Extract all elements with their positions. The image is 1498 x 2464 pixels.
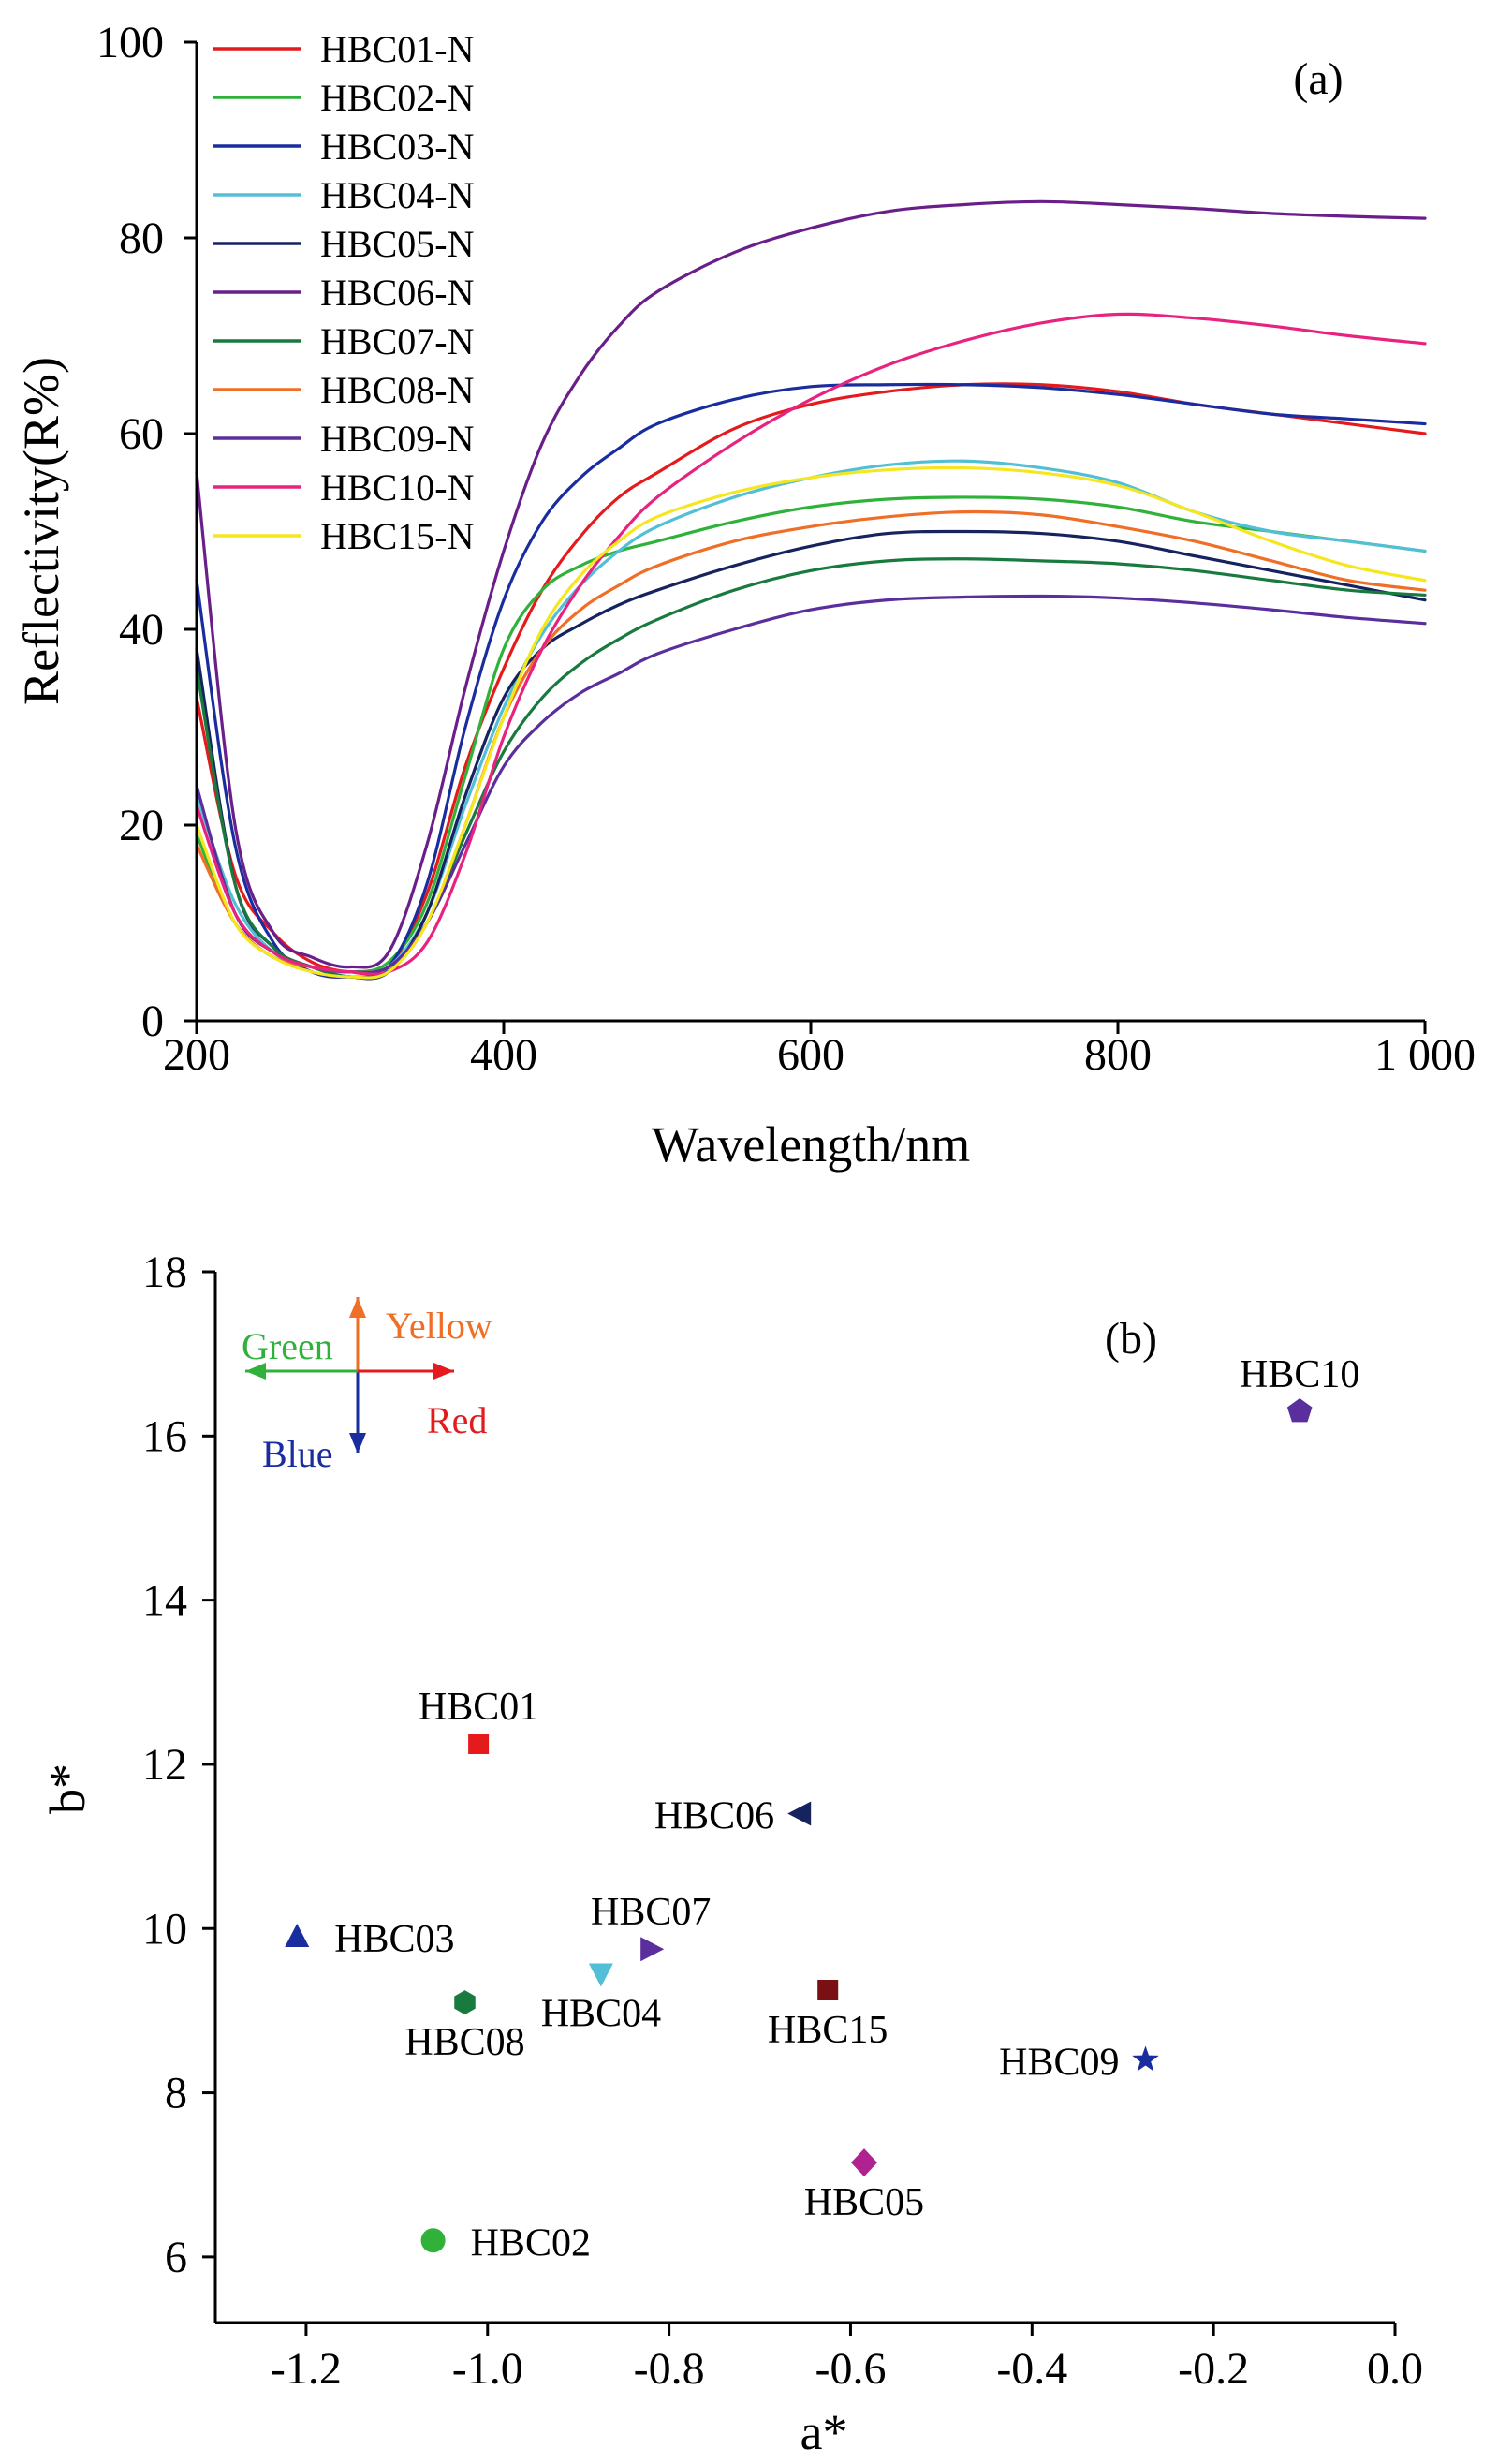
- legend-label-hbc03-n: HBC03-N: [320, 125, 474, 168]
- legend-label-hbc15-n: HBC15-N: [320, 515, 474, 557]
- point-label-hbc02: HBC02: [471, 2221, 591, 2265]
- series-line-hbc02-n: [195, 495, 1427, 974]
- chart-a-y-tick-label: 40: [119, 605, 164, 655]
- legend-label-hbc05-n: HBC05-N: [320, 223, 474, 265]
- chart-a-y-ticks: 0 20 40 60 80 100: [96, 18, 197, 1046]
- legend-label-hbc01-n: HBC01-N: [320, 28, 474, 70]
- series-line-hbc10-n: [195, 312, 1427, 976]
- legend-label-hbc06-n: HBC06-N: [320, 272, 474, 314]
- chart-a-y-axis-title: Reflectivity(R%): [13, 357, 69, 705]
- point-marker-hbc06: [787, 1801, 812, 1826]
- legend-label-hbc02-n: HBC02-N: [320, 77, 474, 119]
- chart-b-y-tick-label: 10: [142, 1904, 187, 1954]
- legend-label-hbc10-n: HBC10-N: [320, 466, 474, 509]
- series-line-hbc07-n: [195, 557, 1427, 980]
- point-marker-hbc15: [817, 1980, 839, 2000]
- chart-b-x-tick-label: -0.4: [996, 2344, 1067, 2394]
- chart-a-x-tick-label: 400: [470, 1030, 537, 1080]
- point-label-hbc01: HBC01: [419, 1686, 538, 1729]
- point-label-hbc05: HBC05: [804, 2181, 924, 2224]
- chart-b-y-ticks: 6 8 10 12 14 16 18: [142, 1247, 215, 2282]
- chart-a-y-tick-label: 80: [119, 214, 164, 263]
- arrow-yellow-icon: [349, 1297, 366, 1371]
- point-marker-hbc10: [1286, 1398, 1313, 1423]
- series-line-hbc09-n: [195, 594, 1427, 975]
- chart-b-frame: [213, 1272, 1395, 2324]
- chart-a-series: [195, 199, 1427, 981]
- point-label-hbc06: HBC06: [654, 1795, 774, 1838]
- point-marker-hbc09: [1132, 2045, 1159, 2072]
- chart-b-y-tick-label: 12: [142, 1740, 187, 1790]
- chart-b-y-tick-label: 18: [142, 1247, 187, 1297]
- chart-a-y-tick-label: 20: [119, 801, 164, 850]
- point-marker-hbc08: [454, 1990, 476, 2015]
- chart-b-panel-label: (b): [1105, 1314, 1157, 1364]
- series-line-hbc06-n: [195, 199, 1427, 969]
- chart-b: -1.2 -1.0 -0.8 -0.6 -0.4 -0.2 0.0 6 8 10 12 14 16 18…: [39, 1247, 1423, 2460]
- point-marker-hbc02: [420, 2228, 446, 2253]
- chart-a-y-tick-label: 60: [119, 409, 164, 459]
- chart-b-y-axis-title: b*: [39, 1763, 95, 1814]
- chart-b-y-tick-label: 16: [142, 1411, 187, 1461]
- point-label-hbc04: HBC04: [541, 1993, 661, 2036]
- point-label-hbc10: HBC10: [1240, 1353, 1359, 1396]
- chart-b-x-tick-label: 0.0: [1367, 2344, 1423, 2394]
- chart-a-x-tick-label: 200: [163, 1030, 230, 1080]
- chart-b-x-tick-label: -1.0: [452, 2344, 523, 2394]
- point-marker-hbc04: [588, 1963, 613, 1987]
- series-line-hbc15-n: [195, 465, 1427, 980]
- legend-label-hbc04-n: HBC04-N: [320, 174, 474, 216]
- chart-b-x-tick-label: -0.2: [1178, 2344, 1249, 2394]
- direction-label-green: Green: [242, 1325, 333, 1367]
- chart-b-x-tick-label: -1.2: [271, 2344, 342, 2394]
- legend-label-hbc08-n: HBC08-N: [320, 369, 474, 411]
- point-label-hbc08: HBC08: [404, 2021, 524, 2064]
- chart-a-x-tick-label: 600: [777, 1030, 844, 1080]
- point-marker-hbc01: [468, 1734, 490, 1754]
- chart-b-y-tick-label: 8: [165, 2069, 187, 2118]
- chart-b-points: HBC01 HBC02 HBC03 HBC04 HBC05 HBC06 HBC07 HBC08…: [285, 1353, 1359, 2265]
- point-marker-hbc05: [851, 2148, 877, 2177]
- arrow-blue-icon: [349, 1371, 366, 1453]
- point-label-hbc09: HBC09: [999, 2042, 1119, 2085]
- chart-a-y-tick-label: 100: [96, 18, 164, 67]
- chart-a: HBC01-N HBC02-N HBC03-N HBC04-N HBC05-N HBC06…: [13, 18, 1476, 1173]
- point-label-hbc07: HBC07: [591, 1891, 711, 1934]
- point-label-hbc15: HBC15: [768, 2009, 888, 2052]
- chart-b-y-tick-label: 6: [165, 2233, 187, 2282]
- point-marker-hbc07: [640, 1937, 665, 1962]
- chart-a-panel-label: (a): [1293, 54, 1343, 104]
- legend-label-hbc09-n: HBC09-N: [320, 418, 474, 460]
- series-line-hbc08-n: [195, 509, 1427, 975]
- direction-label-red: Red: [427, 1399, 487, 1441]
- arrow-green-icon: [245, 1363, 358, 1380]
- chart-b-x-axis-title: a*: [800, 2404, 848, 2460]
- series-line-hbc05-n: [195, 529, 1427, 981]
- chart-b-x-tick-label: -0.8: [634, 2344, 705, 2394]
- chart-b-x-tick-label: -0.6: [815, 2344, 886, 2394]
- chart-a-x-ticks: 200 400 600 800 1 000: [163, 1021, 1476, 1080]
- chart-a-x-tick-label: 800: [1084, 1030, 1152, 1080]
- arrow-red-icon: [358, 1363, 454, 1380]
- point-marker-hbc03: [285, 1924, 310, 1947]
- chart-b-x-ticks: -1.2 -1.0 -0.8 -0.6 -0.4 -0.2 0.0: [271, 2323, 1423, 2394]
- chart-a-x-axis-title: Wavelength/nm: [652, 1116, 971, 1173]
- chart-a-legend: HBC01-N HBC02-N HBC03-N HBC04-N HBC05-N HBC06…: [213, 28, 474, 557]
- chart-a-y-tick-label: 0: [141, 996, 164, 1046]
- chart-a-x-tick-label: 1 000: [1374, 1030, 1476, 1080]
- point-label-hbc03: HBC03: [334, 1918, 454, 1961]
- direction-label-blue: Blue: [262, 1433, 333, 1475]
- color-direction-indicator: Yellow Green Red Blue: [242, 1297, 492, 1475]
- chart-b-y-tick-label: 14: [142, 1576, 187, 1626]
- legend-label-hbc07-n: HBC07-N: [320, 320, 474, 362]
- direction-label-yellow: Yellow: [386, 1305, 492, 1347]
